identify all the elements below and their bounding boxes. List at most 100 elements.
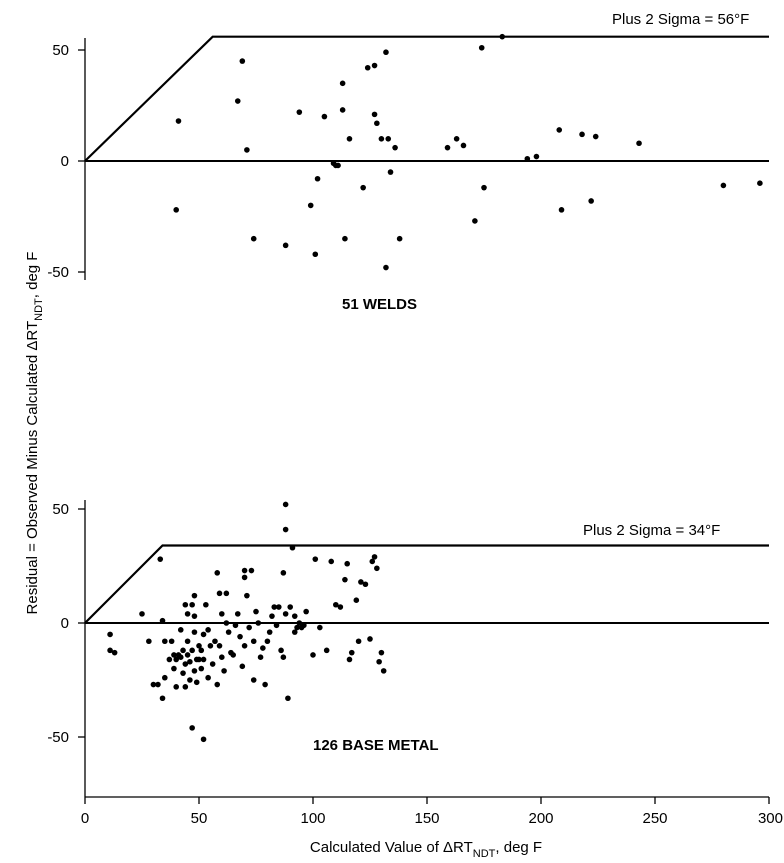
base-data-point [219,654,225,660]
base-data-point [207,643,214,649]
welds-data-point [385,136,392,142]
base-data-point [205,674,211,681]
welds-data-point [558,207,565,213]
welds-panel: 50 0 -50 Plus 2 Sigma = 56°F 51 WELDS [47,11,769,313]
base-data-point [310,652,316,658]
base-data-point [257,654,264,660]
base-data-point [180,647,186,654]
base-data-point [189,725,195,731]
base-data-point [182,684,189,690]
welds-data-point [383,49,389,56]
base-data-point [205,627,211,633]
base-data-point [369,558,376,565]
x-tick-label: 200 [528,810,553,827]
base-data-point [246,624,252,631]
base-data-point [171,652,177,658]
welds-data-point [296,109,303,115]
base-data-point [171,665,177,672]
base-data-point [333,601,339,608]
welds-y-tick-label: 0 [61,153,69,170]
base-data-point [317,624,323,631]
base-data-point [212,638,218,645]
x-tick-label: 100 [300,810,325,827]
base-data-point [241,567,248,574]
base-data-point [139,611,145,617]
welds-data-point [360,184,366,191]
base-data-point [367,636,373,642]
base-data-point [355,638,362,645]
base-data-point [180,670,186,676]
base-data-point [184,611,191,617]
base-data-point [187,677,193,683]
base-data-point [264,638,271,645]
welds-data-point [244,147,250,153]
base-data-point [214,681,221,688]
base-data-point [380,668,387,674]
base-data-point [162,638,168,645]
base-data-point [232,622,239,629]
base-data-point [146,638,152,645]
base-data-point [168,638,175,645]
welds-plus-2-sigma-line [84,35,769,162]
base-data-point [346,656,353,663]
base-y-tick-label: -50 [47,729,69,746]
base-data-point [162,674,168,681]
welds-data-point [533,153,540,160]
base-data-point [250,638,257,645]
base-data-point [107,631,113,638]
base-data-point [374,565,380,572]
base-y-tick-label: 50 [52,501,69,518]
base-data-point [216,590,223,597]
base-data-point [276,604,282,610]
welds-data-point [339,107,346,113]
welds-data-point [307,202,314,209]
welds-data-point [339,80,346,87]
base-data-point [323,647,330,654]
base-data-point [221,668,227,674]
welds-data-point [250,235,257,242]
x-tick-label: 300 [758,810,783,827]
x-tick-label: 150 [414,810,439,827]
welds-data-point [239,58,246,64]
welds-data-point [387,169,394,175]
base-data-point [244,592,250,599]
base-data-point [285,695,291,702]
base-data-point [216,643,223,649]
base-data-point [223,590,230,597]
base-data-point [344,560,351,567]
welds-y-tick-label: 50 [52,42,69,59]
base-data-point [296,620,303,626]
base-data-point [262,681,268,688]
welds-data-point [579,131,585,138]
base-data-point [287,604,294,610]
base-data-point [348,649,355,656]
base-data-point [189,601,195,608]
welds-data-point [472,218,478,224]
base-data-point [271,604,278,610]
welds-data-point [392,144,398,151]
base-data-point [157,556,164,562]
base-data-point [159,617,166,624]
welds-data-point [371,62,378,69]
welds-data-point [234,98,241,104]
base-data-point [223,620,230,626]
welds-data-point [346,136,353,142]
base-data-point [301,622,307,629]
base-data-point [358,579,364,585]
base-data-point [159,695,166,702]
base-data-point [248,567,255,574]
base-data-point [239,663,246,670]
welds-data-point [453,136,460,142]
base-data-point [177,627,184,633]
welds-data-point [175,118,182,124]
base-data-point [111,649,118,656]
base-data-point [289,544,296,551]
base-data-point [173,656,179,663]
base-data-point [187,658,193,665]
base-sigma-label: Plus 2 Sigma = 34°F [583,522,720,539]
welds-data-point [460,142,467,149]
welds-data-point [335,162,341,169]
welds-data-point [364,64,371,71]
base-data-point [191,613,198,619]
